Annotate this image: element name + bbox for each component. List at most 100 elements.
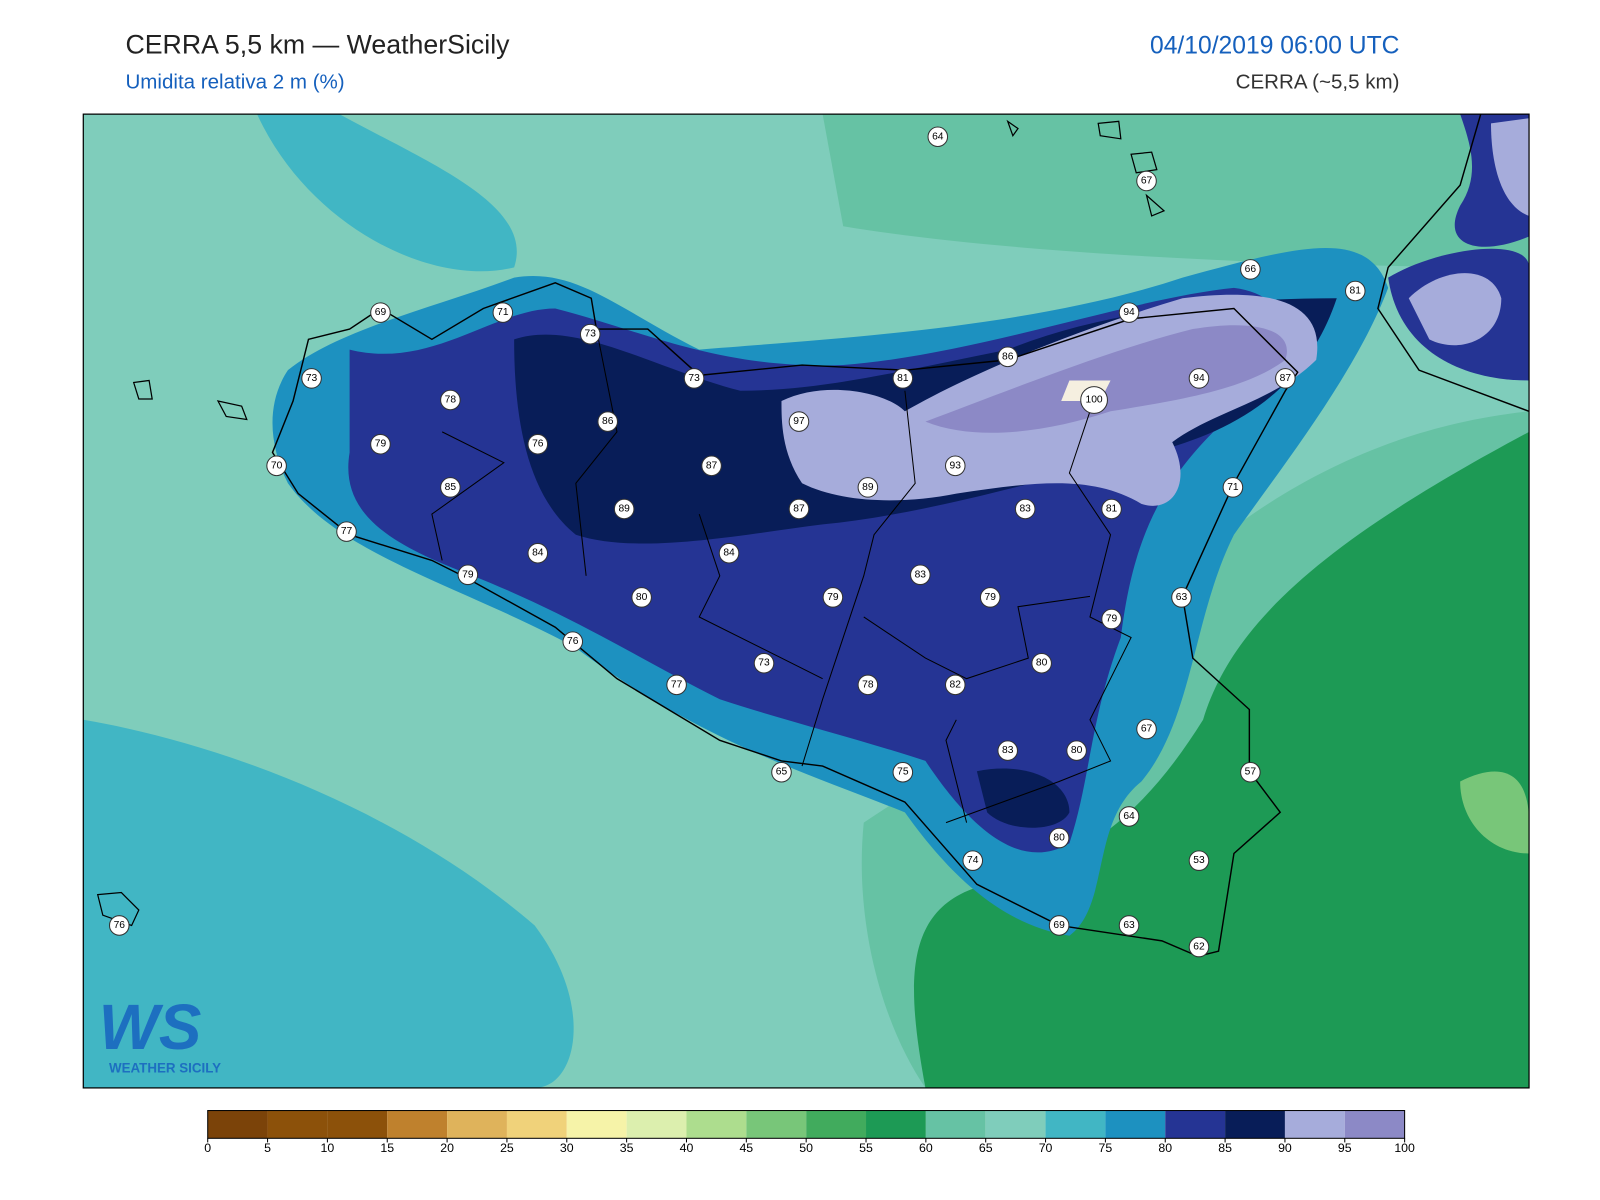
contour xyxy=(925,325,1287,433)
station-value: 94 xyxy=(1123,307,1135,318)
station-value: 76 xyxy=(532,439,544,450)
logo-name: WEATHER SICILY xyxy=(109,1060,221,1075)
colorbar-tick-label: 45 xyxy=(739,1141,753,1155)
colorbar-segment xyxy=(387,1110,448,1139)
station-value: 77 xyxy=(671,679,683,690)
station-value: 81 xyxy=(1106,503,1118,514)
station-marker xyxy=(108,915,130,936)
station-marker xyxy=(683,368,705,389)
contour xyxy=(1408,273,1502,346)
station-value: 65 xyxy=(776,767,788,778)
contour xyxy=(1460,771,1530,854)
station-marker xyxy=(962,850,984,871)
station-value: 64 xyxy=(1123,811,1135,822)
station-value: 81 xyxy=(897,373,909,384)
station-marker xyxy=(440,477,461,498)
station-marker xyxy=(1066,740,1087,761)
station-marker xyxy=(1048,915,1070,936)
title: CERRA 5,5 km — WeatherSicily xyxy=(125,29,510,59)
station-value: 85 xyxy=(445,482,457,493)
station-marker xyxy=(927,126,949,148)
colorbar-tick-label: 60 xyxy=(919,1141,933,1155)
station-value: 82 xyxy=(950,679,962,690)
contour xyxy=(976,768,1070,828)
station-value: 64 xyxy=(932,131,944,142)
station-marker xyxy=(1188,936,1210,958)
station-marker xyxy=(457,564,479,586)
colorbar-segment xyxy=(806,1110,867,1139)
station-value: 67 xyxy=(1141,175,1153,186)
station-marker xyxy=(527,433,549,455)
contour xyxy=(257,114,517,272)
colorbar-tick-label: 0 xyxy=(204,1141,211,1155)
colorbar: 0 5 10 15 20 25 30 35 40 45 50 55 60 65 70 75 80 85 90 95 10… xyxy=(204,1110,1415,1155)
logo-mark: WS xyxy=(99,991,202,1063)
station-value: 73 xyxy=(758,658,770,669)
station-marker xyxy=(1014,498,1036,520)
station-marker xyxy=(910,564,931,586)
colorbar-tick-label: 15 xyxy=(380,1141,394,1155)
station-value: 75 xyxy=(897,767,909,778)
colorbar-segment xyxy=(267,1110,328,1139)
colorbar-tick-label: 30 xyxy=(560,1141,574,1155)
station-value: 79 xyxy=(462,569,474,580)
station-value: 83 xyxy=(1019,503,1031,514)
station-marker xyxy=(1240,761,1261,783)
station-marker xyxy=(944,455,966,477)
station-value: 86 xyxy=(1002,351,1014,362)
station-value: 71 xyxy=(497,307,509,318)
station-value: 87 xyxy=(793,503,805,514)
colorbar-tick-label: 5 xyxy=(264,1141,271,1155)
colorbar-tick-label: 40 xyxy=(680,1141,694,1155)
station-marker xyxy=(1118,915,1140,936)
contour xyxy=(822,114,1530,268)
station-marker xyxy=(370,302,391,323)
station-marker xyxy=(666,674,687,696)
station-value: 63 xyxy=(1123,920,1135,931)
station-marker xyxy=(1188,368,1210,389)
station-marker xyxy=(527,542,549,564)
colorbar-tick-label: 95 xyxy=(1338,1141,1352,1155)
station-value: 57 xyxy=(1245,767,1257,778)
station-marker xyxy=(1031,652,1052,674)
colorbar-segment xyxy=(1344,1110,1405,1139)
station-value: 78 xyxy=(862,679,874,690)
colorbar-tick-label: 85 xyxy=(1218,1141,1232,1155)
station-marker xyxy=(1101,608,1122,630)
station-value: 94 xyxy=(1193,373,1205,384)
colorbar-segment xyxy=(626,1110,687,1139)
station-value: 100 xyxy=(1086,395,1103,406)
station-marker xyxy=(440,389,461,411)
station-marker xyxy=(718,542,740,564)
colorbar-tick-label: 75 xyxy=(1099,1141,1113,1155)
station-marker xyxy=(1118,806,1140,827)
station-marker xyxy=(1048,827,1070,849)
colorbar-tick-label: 25 xyxy=(500,1141,514,1155)
colorbar-segment xyxy=(1105,1110,1166,1139)
colorbar-tick-label: 100 xyxy=(1394,1141,1415,1155)
station-value: 83 xyxy=(1002,745,1014,756)
station-value: 63 xyxy=(1176,592,1188,603)
subtitle: Umidita relativa 2 m (%) xyxy=(125,70,344,93)
station-marker xyxy=(336,521,357,542)
station-value: 79 xyxy=(985,592,997,603)
stations: 64 67 66 81 69 71 73 94 86 73 73 81 94 87 100 78 86 97 79 7… xyxy=(108,126,1366,958)
station-value: 71 xyxy=(1227,482,1239,493)
station-marker xyxy=(1136,718,1157,740)
station-marker xyxy=(753,652,775,674)
station-value: 76 xyxy=(567,636,579,647)
station-value: 81 xyxy=(1350,286,1362,297)
colorbar-segment xyxy=(686,1110,747,1139)
station-marker xyxy=(701,455,722,477)
station-value: 89 xyxy=(618,503,630,514)
station-marker xyxy=(579,323,601,345)
colorbar-segment xyxy=(1165,1110,1226,1139)
map: 64 67 66 81 69 71 73 94 86 73 73 81 94 87 100 78 86 97 79 7… xyxy=(83,114,1530,1088)
station-marker xyxy=(979,587,1001,608)
station-marker xyxy=(301,368,322,389)
colorbar-segment xyxy=(1284,1110,1345,1139)
station-value: 79 xyxy=(375,439,387,450)
station-marker xyxy=(562,631,584,652)
